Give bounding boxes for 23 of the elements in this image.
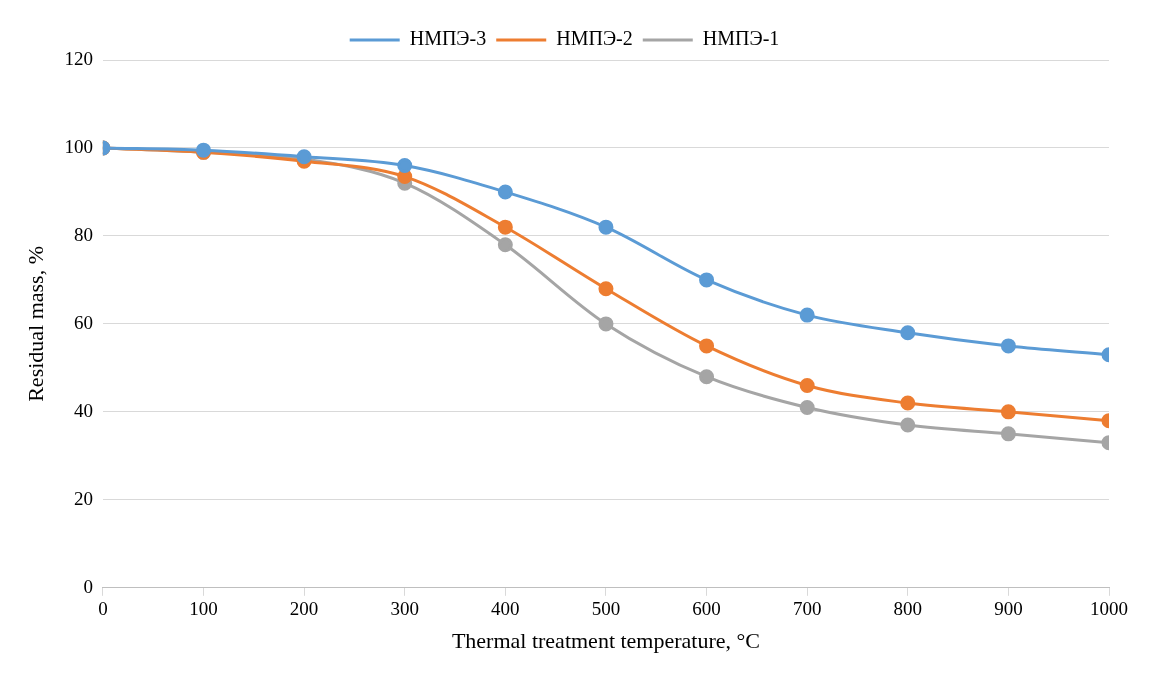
legend-label: НМПЭ-3 — [409, 27, 487, 50]
x-tick-label: 0 — [98, 598, 108, 620]
x-tick-label: 900 — [994, 598, 1023, 620]
x-axis-title: Thermal treatment temperature, °C — [451, 627, 760, 653]
y-tick-label: 0 — [83, 575, 93, 597]
x-tick-label: 100 — [189, 598, 218, 620]
x-tick-label: 700 — [792, 598, 822, 620]
x-tick-label: 600 — [692, 598, 721, 620]
y-axis-title: Residual mass, % — [22, 245, 48, 402]
y-tick-label: 40 — [73, 399, 93, 421]
legend-label: НМПЭ-2 — [556, 27, 633, 50]
legend-label: НМПЭ-1 — [702, 27, 780, 50]
x-tick-label: 300 — [390, 598, 419, 620]
y-tick-label: 80 — [73, 223, 93, 245]
x-tick-label: 400 — [491, 598, 520, 620]
x-tick-label: 800 — [893, 598, 923, 620]
y-tick-label: 100 — [64, 135, 93, 157]
y-tick-label: 120 — [64, 47, 93, 69]
x-tick-label: 200 — [289, 598, 319, 620]
y-tick-label: 20 — [73, 487, 93, 509]
y-tick-label: 60 — [73, 311, 93, 333]
x-tick-label: 1000 — [1090, 598, 1128, 620]
x-tick-label: 500 — [591, 598, 621, 620]
